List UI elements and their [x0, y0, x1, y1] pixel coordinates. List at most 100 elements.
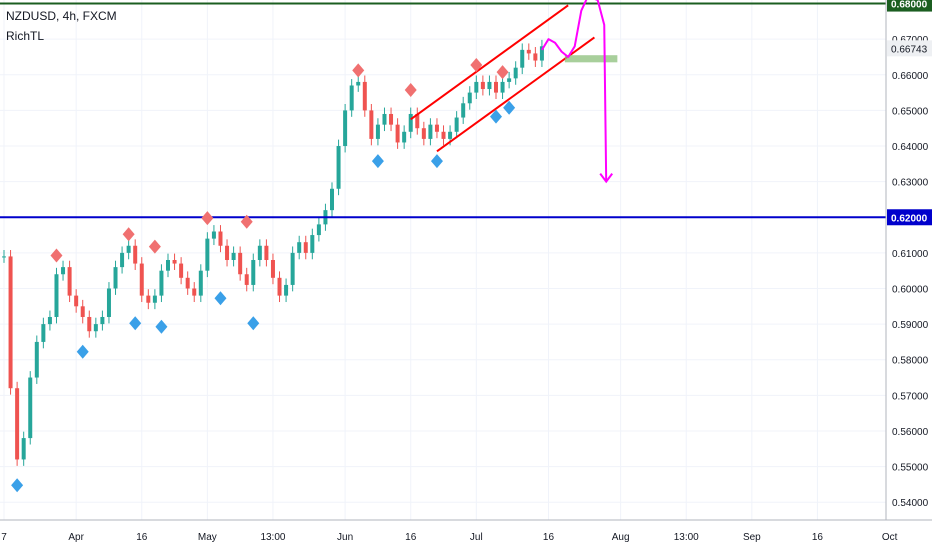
candle-body	[146, 295, 151, 303]
candle	[61, 260, 66, 281]
pivot-high-marker	[122, 227, 135, 242]
candle-body	[113, 267, 118, 289]
candle-body	[421, 128, 426, 139]
grid	[0, 0, 891, 520]
candle-body	[218, 231, 223, 246]
candle-body	[2, 256, 6, 258]
candle-body	[330, 188, 334, 211]
candle-body	[356, 81, 361, 86]
candle-body	[434, 124, 439, 132]
level-price-text: 0.62000	[891, 213, 928, 224]
candle-body	[8, 256, 13, 389]
candle	[244, 267, 249, 292]
candle-body	[244, 274, 249, 285]
pivot-low-marker	[503, 100, 516, 115]
channel-upper-line	[410, 4, 569, 121]
projection-arrowhead	[599, 173, 614, 184]
candle	[375, 118, 380, 146]
candle	[487, 75, 492, 96]
last-price-badge	[887, 40, 932, 57]
y-tick-label: 0.66000	[892, 71, 929, 82]
pivot-high-marker	[148, 239, 161, 254]
candle	[152, 289, 157, 310]
candle-body	[54, 274, 59, 317]
candle	[47, 310, 52, 331]
candle	[480, 75, 485, 96]
x-tick-label: 13:00	[260, 532, 285, 543]
candle	[277, 271, 282, 303]
x-tick-label: Sep	[743, 532, 761, 543]
y-tick-label: 0.63000	[892, 178, 929, 189]
candle	[349, 79, 354, 117]
level-price-badge	[887, 209, 932, 226]
y-tick-label: 0.57000	[892, 391, 929, 402]
candle	[198, 264, 203, 303]
candle	[533, 47, 538, 67]
y-tick-label: 0.58000	[892, 356, 929, 367]
candle-body	[343, 110, 348, 147]
candle	[120, 246, 125, 274]
candle	[270, 253, 275, 285]
x-axis: 7 Apr 16 May 13:00 Jun 16 Jul 16 Aug 13:00 Sep 16 Oct…	[0, 519, 932, 550]
x-tick-label: Jul	[470, 532, 483, 543]
candle-body	[507, 78, 512, 82]
candle	[192, 282, 197, 303]
y-tick-label: 0.59000	[892, 320, 929, 331]
candle-body	[264, 245, 269, 260]
indicator-label[interactable]: RichTL	[6, 29, 45, 43]
x-tick-label: Aug	[612, 532, 630, 543]
candle-body	[362, 81, 367, 111]
candle-body	[513, 67, 518, 79]
candle-body	[349, 85, 354, 111]
candle	[434, 118, 439, 139]
candle	[172, 253, 177, 270]
candle	[467, 86, 472, 110]
x-tick-label: 16	[405, 532, 417, 543]
candle	[185, 271, 190, 295]
pivot-high-marker	[201, 211, 214, 226]
candle-body	[225, 245, 230, 260]
candle-body	[192, 288, 197, 296]
x-tick-label: Oct	[882, 532, 898, 543]
candle	[428, 118, 433, 146]
candle	[264, 239, 269, 267]
candle-body	[290, 252, 295, 285]
candle	[211, 225, 216, 246]
pivot-high-marker	[404, 82, 417, 97]
candle	[539, 39, 544, 67]
candle	[106, 282, 111, 324]
candle-body	[93, 324, 98, 332]
candle	[179, 257, 184, 285]
candle-body	[172, 260, 177, 264]
level-price-text: 0.68000	[891, 0, 928, 11]
candle-body	[34, 341, 39, 378]
x-tick-label: 16	[812, 532, 824, 543]
candle-body	[297, 242, 302, 253]
candle-body	[441, 131, 446, 139]
candle-body	[47, 316, 52, 325]
last-price-text: 0.66743	[891, 44, 928, 55]
pivot-low-marker	[129, 316, 142, 331]
pivot-low-marker	[155, 319, 168, 334]
candle-body	[336, 146, 341, 189]
pivot-low-marker	[371, 154, 384, 169]
candle-body	[270, 260, 275, 278]
candle-body	[461, 103, 466, 118]
candle	[231, 246, 236, 267]
pivot-high-marker	[240, 214, 253, 229]
pivot-low-marker	[247, 316, 260, 331]
candle-body	[205, 238, 210, 271]
candle	[139, 257, 144, 303]
candle	[421, 121, 426, 146]
candle	[54, 267, 59, 324]
candle	[336, 139, 341, 196]
symbol-label[interactable]: NZDUSD, 4h, FXCM	[6, 9, 117, 23]
candle-body	[100, 316, 105, 325]
candle-body	[520, 49, 525, 68]
candle	[113, 260, 118, 295]
candle-body	[87, 316, 92, 332]
candle	[402, 125, 407, 149]
candle-body	[369, 110, 374, 139]
